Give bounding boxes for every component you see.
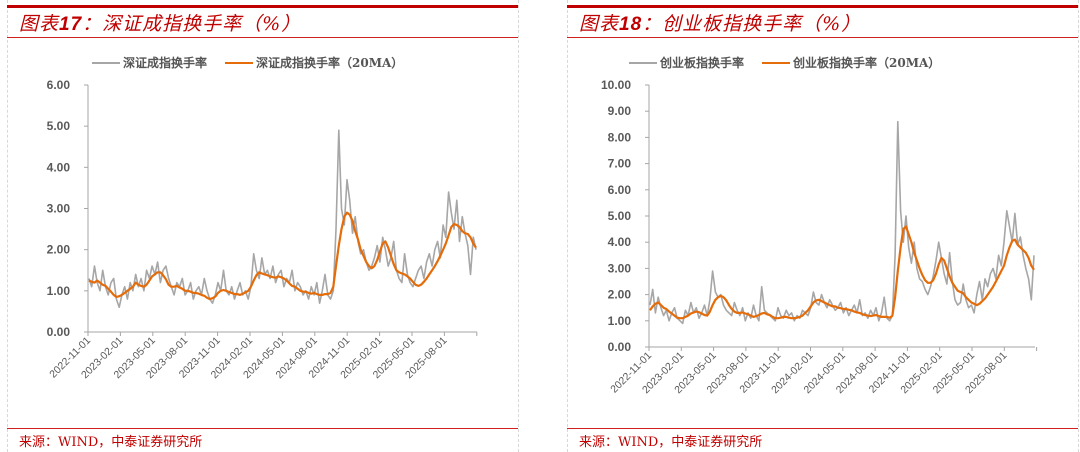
title-number: 18 bbox=[619, 14, 643, 35]
legend-item-raw: 深证成指换手率 bbox=[92, 54, 207, 71]
legend-item-ma: 创业板指换手率（20MA） bbox=[762, 54, 940, 71]
title-text: ：深证成指换手率（%） bbox=[82, 13, 302, 35]
chart-panel-18: 图表18：创业板指换手率（%） 创业板指换手率 创业板指换手率（20MA） 来源… bbox=[567, 0, 1078, 452]
chart-legend: 创业板指换手率 创业板指换手率（20MA） bbox=[629, 54, 958, 71]
legend-label-raw: 深证成指换手率 bbox=[123, 56, 208, 70]
chart-legend: 深证成指换手率 深证成指换手率（20MA） bbox=[92, 54, 421, 71]
y-tick-label: 10.00 bbox=[601, 78, 631, 92]
top-rule bbox=[567, 5, 1078, 8]
legend-item-ma: 深证成指换手率（20MA） bbox=[225, 54, 403, 71]
legend-swatch-raw bbox=[629, 61, 657, 64]
y-tick-label: 4.00 bbox=[608, 235, 632, 249]
chart-title: 图表18：创业板指换手率（%） bbox=[579, 9, 861, 36]
y-tick-label: 4.00 bbox=[47, 160, 71, 174]
y-tick-label: 7.00 bbox=[608, 157, 632, 171]
chart-title: 图表17：深证成指换手率（%） bbox=[19, 9, 301, 36]
legend-label-ma: 创业板指换手率（20MA） bbox=[793, 56, 941, 70]
page-guide-mid-right bbox=[567, 0, 568, 452]
source-note: 来源：WIND，中泰证券研究所 bbox=[579, 435, 763, 450]
y-tick-label: 2.00 bbox=[608, 288, 632, 302]
title-prefix: 图表 bbox=[19, 13, 60, 35]
chart-panel-17: 图表17：深证成指换手率（%） 深证成指换手率 深证成指换手率（20MA） 来源… bbox=[7, 0, 518, 452]
source-rule bbox=[567, 428, 1078, 429]
legend-swatch-raw bbox=[92, 61, 120, 64]
title-prefix: 图表 bbox=[579, 13, 620, 35]
y-tick-label: 8.00 bbox=[608, 130, 632, 144]
title-text: ：创业板指换手率（%） bbox=[642, 13, 862, 35]
legend-swatch-ma bbox=[225, 61, 254, 64]
title-rule bbox=[7, 37, 518, 38]
ma20-turnover-line bbox=[88, 211, 477, 301]
legend-label-ma: 深证成指换手率（20MA） bbox=[256, 56, 404, 70]
y-tick-label: 5.00 bbox=[47, 119, 71, 133]
raw-turnover-line bbox=[88, 129, 477, 309]
raw-turnover-line bbox=[649, 120, 1035, 325]
y-tick-label: 6.00 bbox=[47, 78, 71, 92]
top-rule bbox=[7, 5, 518, 8]
y-tick-label: 0.00 bbox=[47, 325, 71, 339]
legend-swatch-ma bbox=[762, 61, 791, 64]
title-number: 17 bbox=[59, 14, 83, 35]
title-rule bbox=[567, 37, 1078, 38]
source-rule bbox=[7, 428, 518, 429]
legend-label-raw: 创业板指换手率 bbox=[660, 56, 745, 70]
page-guide-mid-left bbox=[518, 0, 519, 452]
y-tick-label: 3.00 bbox=[47, 202, 71, 216]
y-tick-label: 5.00 bbox=[608, 209, 632, 223]
source-note: 来源：WIND，中泰证券研究所 bbox=[19, 435, 203, 450]
legend-item-raw: 创业板指换手率 bbox=[629, 54, 744, 71]
page-guide-left bbox=[7, 0, 8, 452]
y-tick-label: 9.00 bbox=[608, 104, 632, 118]
y-tick-label: 1.00 bbox=[608, 314, 632, 328]
y-tick-label: 6.00 bbox=[608, 183, 632, 197]
y-tick-label: 2.00 bbox=[47, 243, 71, 257]
y-tick-label: 1.00 bbox=[47, 284, 71, 298]
ma20-turnover-line bbox=[649, 225, 1035, 320]
y-tick-label: 0.00 bbox=[608, 340, 632, 354]
y-tick-label: 3.00 bbox=[608, 261, 632, 275]
page-guide-right bbox=[1078, 0, 1079, 452]
